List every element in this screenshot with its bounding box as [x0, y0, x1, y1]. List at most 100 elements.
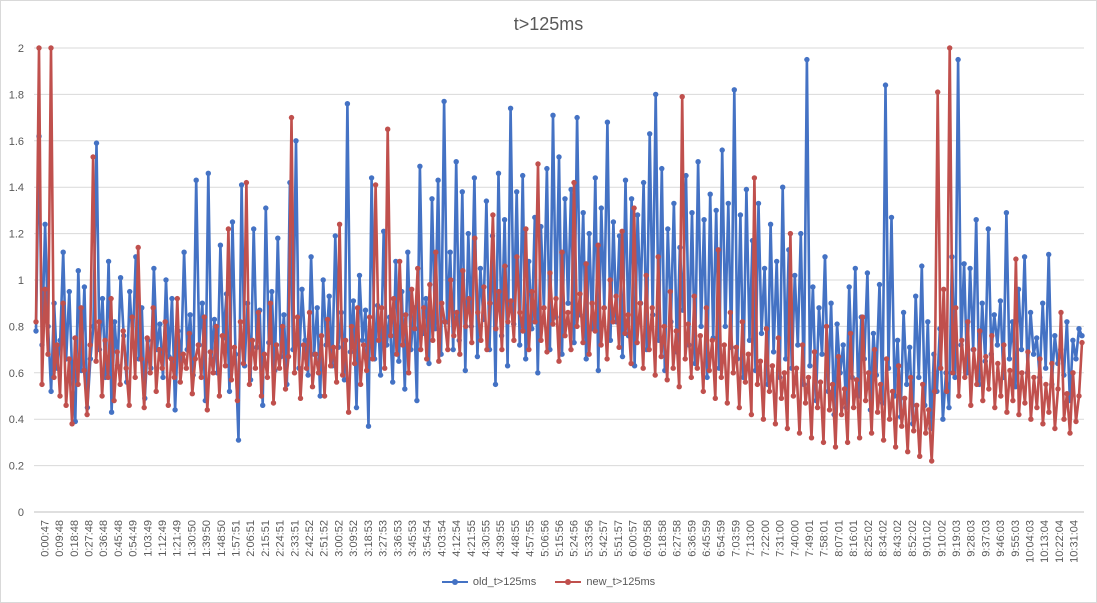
data-point [616, 344, 622, 350]
x-tick-label: 5:15:56 [554, 520, 566, 557]
data-point [299, 286, 305, 292]
data-point [332, 233, 338, 239]
data-point [275, 235, 281, 241]
x-tick-label: 10:31:04 [1069, 520, 1081, 563]
x-tick-label: 1:30:50 [186, 520, 198, 557]
data-point [751, 175, 758, 181]
data-point [342, 337, 349, 343]
data-point [598, 205, 604, 211]
x-tick-label: 6:45:59 [701, 520, 713, 557]
data-point [379, 305, 385, 311]
x-tick-label: 5:06:56 [539, 520, 551, 557]
data-point [42, 286, 48, 292]
data-point [502, 263, 508, 269]
data-point [916, 374, 922, 381]
x-tick-label: 4:12:54 [451, 520, 463, 557]
data-point [273, 342, 280, 348]
x-tick-label: 9:10:02 [936, 520, 948, 557]
data-point [156, 346, 162, 353]
data-point [792, 272, 798, 279]
data-point [774, 258, 780, 265]
data-point [769, 363, 776, 369]
x-tick-label: 1:21:49 [172, 520, 184, 557]
data-point [477, 265, 484, 272]
data-point [238, 182, 245, 188]
data-point [538, 337, 544, 343]
x-tick-label: 6:36:59 [686, 520, 698, 557]
data-point [150, 305, 156, 311]
data-point [123, 365, 129, 371]
data-point [998, 393, 1004, 399]
data-point [754, 381, 761, 388]
data-point [995, 360, 1001, 367]
x-tick-label: 0:36:48 [98, 520, 110, 557]
data-point [84, 411, 90, 418]
data-point [487, 300, 493, 306]
data-point [317, 393, 323, 399]
data-point [351, 360, 358, 367]
data-point [689, 210, 695, 216]
data-point [217, 242, 224, 248]
data-point [914, 402, 920, 408]
y-tick-label: 2 [18, 43, 24, 55]
data-point [778, 395, 785, 401]
data-point [388, 333, 394, 339]
data-point [961, 261, 967, 267]
x-tick-label: 1:57:51 [231, 520, 243, 557]
data-point [784, 425, 791, 432]
data-point [685, 321, 691, 327]
data-point [574, 323, 580, 330]
data-point [365, 423, 372, 429]
series-new [33, 45, 1085, 464]
data-point [971, 346, 977, 353]
data-point [517, 309, 523, 316]
data-point [450, 346, 456, 353]
data-point [698, 323, 704, 330]
data-point [345, 409, 352, 415]
data-point [828, 300, 834, 306]
data-point [613, 293, 619, 299]
data-point [172, 407, 178, 413]
data-point [919, 263, 925, 269]
data-point [991, 312, 997, 318]
data-point [193, 177, 199, 183]
x-tick-label: 5:24:56 [569, 520, 581, 557]
data-point [288, 114, 295, 121]
x-tick-label: 4:57:55 [525, 520, 537, 557]
data-point [376, 337, 382, 343]
data-point [471, 175, 478, 181]
data-point [330, 344, 337, 350]
data-point [622, 330, 628, 337]
data-point [282, 386, 289, 392]
data-point [418, 346, 424, 353]
data-point [992, 404, 998, 411]
data-point [293, 138, 299, 144]
x-tick-label: 6:54:59 [716, 520, 728, 557]
data-point [1040, 300, 1046, 306]
data-point [460, 268, 466, 274]
data-point [595, 242, 601, 248]
data-point [713, 207, 719, 214]
data-point [138, 356, 144, 362]
x-tick-label: 9:46:03 [995, 520, 1007, 557]
data-point [341, 377, 348, 383]
data-point [811, 349, 818, 355]
data-point [463, 323, 469, 330]
data-point [704, 374, 710, 381]
data-point [559, 249, 565, 255]
data-point [174, 295, 180, 302]
data-point [743, 186, 750, 193]
data-point [746, 337, 753, 343]
data-point [671, 200, 677, 207]
data-point [829, 381, 836, 388]
data-point [731, 87, 737, 93]
data-point [48, 45, 54, 51]
data-point [562, 333, 568, 339]
data-point [357, 381, 364, 388]
data-point [721, 342, 727, 348]
data-point [742, 379, 749, 385]
data-point [1004, 409, 1010, 415]
data-point [712, 395, 718, 401]
data-point [36, 45, 42, 51]
data-point [114, 349, 120, 355]
